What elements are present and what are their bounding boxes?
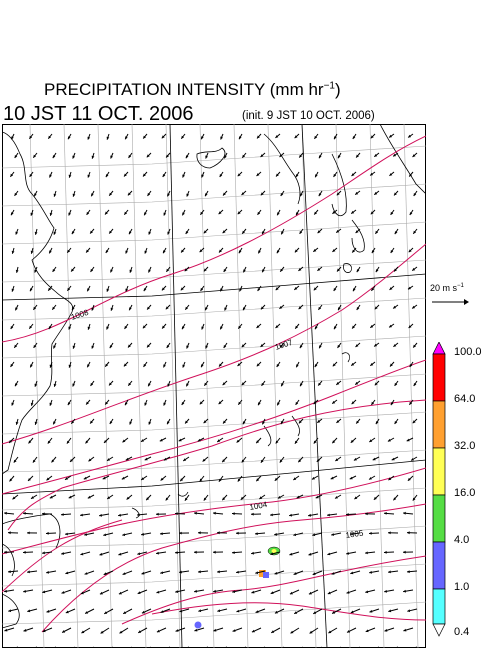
title-end: )	[334, 80, 341, 99]
legend-swatch-2	[432, 400, 446, 449]
coastlines	[2, 124, 426, 629]
valid-time: 10 JST 11 OCT. 2006	[3, 103, 194, 125]
isobar-lines	[2, 135, 426, 633]
init-time: (init. 9 JST 10 OCT. 2006)	[242, 110, 375, 122]
vector-ref-arrow	[432, 299, 469, 305]
title-text: PRECIPITATION INTENSITY (mm hr	[44, 80, 324, 99]
legend-swatch-1	[432, 353, 446, 402]
legend-swatch-3	[432, 447, 446, 496]
legend-swatch-5	[432, 541, 446, 590]
isobar-label-1004: 1004	[249, 500, 269, 512]
color-legend	[432, 342, 446, 637]
legend-swatch-0	[432, 342, 446, 355]
isobar-label-1005: 1005	[345, 529, 364, 540]
vector-ref-sup: −1	[457, 283, 464, 289]
legend-label-64: 64.0	[454, 393, 476, 405]
chart-title: PRECIPITATION INTENSITY (mm hr−1)	[44, 80, 341, 100]
legend-swatch-4	[432, 494, 446, 543]
title-unit-superscript: −1	[323, 80, 335, 92]
vector-ref-label: 20 m s−1	[430, 283, 470, 293]
vector-ref-text: 20 m s	[430, 283, 458, 293]
legend-label-16: 16.0	[454, 487, 476, 499]
wind-vectors	[3, 133, 418, 648]
legend-label-32: 32.0	[454, 440, 476, 452]
legend-label-1: 1.0	[454, 581, 470, 593]
legend-label-4: 4.0	[454, 534, 470, 546]
wind-vector-reference: 20 m s−1	[430, 283, 470, 311]
weather-map: 1008 1007 1004 1005	[2, 124, 426, 648]
legend-swatch-7	[432, 623, 446, 637]
major-grid	[2, 124, 426, 648]
legend-label-0-4: 0.4	[454, 626, 470, 638]
legend-swatch-6	[432, 588, 446, 625]
legend-label-100: 100.0	[454, 346, 482, 358]
